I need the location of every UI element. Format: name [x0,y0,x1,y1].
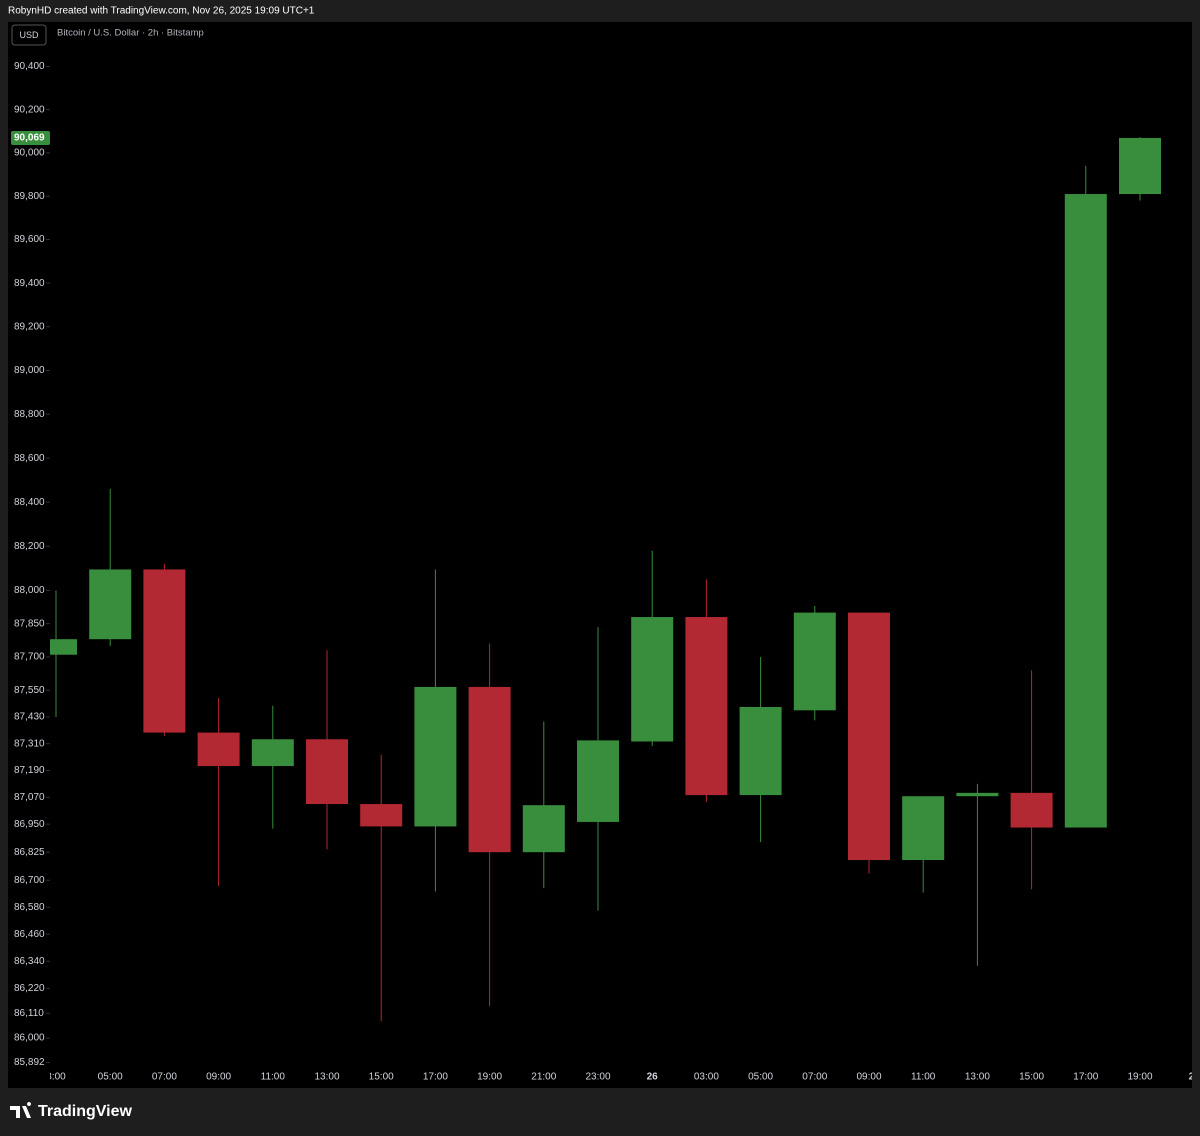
x-tick-label: 09:00 [856,1072,881,1083]
y-tick-label: 86,110 [14,1008,44,1019]
x-tick-label: 19:00 [1127,1072,1152,1083]
brand-logo [10,1102,32,1118]
x-tick-label: 11:00 [261,1072,286,1083]
chart-title: Bitcoin / U.S. Dollar · 2h · Bitstamp [57,28,204,39]
y-tick-label: 86,950 [14,819,45,830]
x-tick-label: 11:00 [911,1072,936,1083]
candle-body [956,792,999,797]
candle-body [468,686,511,853]
brand: TradingView [10,1102,133,1120]
candle-body [143,569,186,733]
x-tick-label: 15:00 [369,1072,394,1083]
x-tick-label: 21:00 [531,1072,556,1083]
candle-body [1119,137,1161,195]
x-tick-label: 26 [647,1072,659,1083]
y-tick-label: 88,000 [14,585,45,596]
currency-label: USD [19,30,39,40]
x-tick-label: 03:00 [694,1072,719,1083]
x-tick-label: 05:00 [98,1072,123,1083]
x-axis: 3:00 05:00 07:00 09:00 11:00 13:00 15:00 17:00 1… [46,1072,1200,1083]
candle-body [1010,792,1053,828]
y-tick-label: 90,200 [14,104,45,115]
header: RobynHD created with TradingView.com, No… [8,6,315,17]
y-tick-label: 87,310 [14,738,45,749]
y-tick-label: 88,800 [14,409,45,420]
candle-body [793,612,836,711]
x-tick-label: 19:00 [477,1072,502,1083]
candle-body [685,617,728,796]
y-tick-label: 87,190 [14,765,45,776]
x-tick-label: 13:00 [965,1072,990,1083]
x-tick-label: 15:00 [1019,1072,1044,1083]
chart-area [8,22,1192,1088]
candle-body [522,805,565,853]
candle-body [197,732,240,767]
x-tick-label: 09:00 [206,1072,231,1083]
x-tick-label: 23:00 [585,1072,610,1083]
plot [50,137,1161,1022]
candle-body [360,804,403,827]
y-tick-label: 86,580 [14,902,45,913]
y-tick-label: 89,200 [14,321,45,332]
candle-body [902,796,945,861]
x-tick-label: 17:00 [423,1072,448,1083]
y-tick-label: 86,460 [14,929,45,940]
y-tick-label: 86,000 [14,1033,45,1044]
y-tick-label: 88,400 [14,497,45,508]
y-tick-label: 90,000 [14,148,45,159]
y-tick-label: 86,700 [14,875,45,886]
candle-body [251,739,294,767]
y-tick-label: 90,400 [14,61,45,72]
currency-button[interactable] [11,24,47,46]
x-tick-label: 21 [1189,1072,1200,1083]
candle-body [848,612,890,861]
x-tick-label: 17:00 [1073,1072,1098,1083]
x-tick-label: 05:00 [748,1072,773,1083]
x-tick-label: 13:00 [314,1072,339,1083]
x-tick-label: 3:00 [46,1072,66,1083]
x-tick-label: 07:00 [152,1072,177,1083]
y-tick-label: 86,220 [14,983,45,994]
y-tick-label: 87,430 [14,712,45,723]
y-tick-label: 86,825 [14,847,45,858]
candle-body [414,686,457,827]
y-tick-label: 89,400 [14,278,45,289]
y-tick-label: 88,200 [14,541,45,552]
y-tick-label: 88,600 [14,453,45,464]
last-price-tag [11,130,50,145]
brand-name: TradingView [38,1103,133,1120]
y-tick-label: 89,000 [14,365,45,376]
candle-body [577,740,619,822]
candle-body [631,617,674,742]
y-tick-label: 85,892 [14,1057,45,1068]
y-tick-label: 87,070 [14,792,45,803]
y-tick-label: 86,340 [14,956,45,967]
candle-body [1064,194,1107,828]
y-tick-label: 87,550 [14,685,45,696]
candle-body [739,706,782,796]
y-tick-label: 87,700 [14,652,45,663]
last-price-label: 90,069 [14,133,45,144]
candle-body [50,639,77,655]
candle-body [89,569,132,640]
y-tick-label: 87,850 [14,618,45,629]
candle-body [306,739,348,805]
y-tick-label: 89,600 [14,234,45,245]
x-tick-label: 07:00 [802,1072,827,1083]
y-tick-label: 89,800 [14,191,45,202]
